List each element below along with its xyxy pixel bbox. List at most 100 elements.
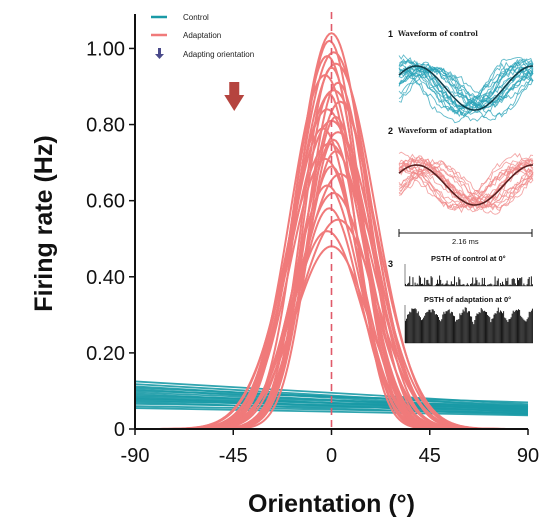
- psth-bar: [421, 284, 422, 286]
- psth-bar: [508, 285, 510, 286]
- psth-bar: [446, 311, 448, 343]
- psth-bar: [519, 278, 521, 286]
- psth-bar: [481, 309, 483, 343]
- psth-bar: [457, 285, 459, 286]
- psth-bar: [475, 277, 477, 286]
- psth-bar: [472, 321, 474, 343]
- psth-bar: [528, 277, 530, 286]
- psth-bar: [426, 280, 428, 286]
- psth-bar: [438, 317, 440, 343]
- psth-control-title: PSTH of control at 0°: [431, 254, 506, 263]
- psth-bar: [430, 312, 432, 343]
- inset-panel3-number: 3: [388, 259, 393, 269]
- adapting-orientation-arrow-icon: [224, 82, 245, 111]
- psth-bar: [418, 315, 420, 343]
- psth-bar: [451, 312, 453, 343]
- psth-bar: [476, 313, 478, 343]
- psth-bar: [423, 284, 425, 286]
- psth-bar: [449, 284, 451, 286]
- psth-bar: [497, 307, 499, 343]
- psth-bar: [514, 283, 516, 286]
- x-tick-label: 45: [419, 445, 441, 467]
- psth-bar: [496, 310, 498, 343]
- waveform-trace: [398, 66, 534, 117]
- y-tick-label: 0.80: [86, 115, 125, 137]
- psth-bar: [435, 314, 437, 343]
- psth-bar: [493, 314, 495, 343]
- psth-bar: [413, 308, 415, 343]
- psth-bar: [523, 319, 525, 343]
- psth-bar: [463, 284, 465, 286]
- psth-bar: [479, 285, 481, 286]
- y-tick-label: 0.60: [86, 191, 125, 213]
- y-axis-title: Firing rate (Hz): [30, 135, 58, 311]
- psth-bar: [473, 284, 475, 286]
- psth-bar: [498, 312, 500, 343]
- waveform-mean: [398, 65, 534, 111]
- y-tick-label: 0.40: [86, 267, 125, 289]
- psth-bar: [424, 277, 426, 286]
- psth-bar: [512, 278, 514, 286]
- psth-bar: [506, 281, 508, 286]
- psth-bar: [482, 284, 484, 286]
- psth-bar: [507, 277, 509, 286]
- psth-bar: [434, 285, 436, 286]
- x-tick-label: 0: [326, 445, 337, 467]
- psth-control-plot: [404, 264, 533, 287]
- psth-bar: [482, 311, 484, 343]
- psth-bar: [460, 284, 462, 286]
- psth-bar: [417, 311, 419, 343]
- psth-bar: [457, 319, 459, 343]
- psth-bar: [463, 311, 465, 343]
- psth-bar: [415, 284, 417, 286]
- psth-bar: [522, 318, 524, 343]
- psth-bar: [515, 309, 517, 343]
- psth-bar: [504, 317, 506, 343]
- waveform-trace: [398, 65, 534, 108]
- psth-bar: [456, 319, 458, 343]
- psth-bar: [411, 308, 413, 343]
- psth-bar: [407, 314, 409, 343]
- psth-bar: [477, 314, 479, 343]
- waveform-trace: [398, 163, 534, 215]
- inset-panel2-title: Waveform of adaptation: [397, 126, 492, 135]
- psth-bar: [443, 311, 445, 343]
- psth-adaptation-plot: [404, 305, 533, 344]
- psth-bar: [487, 314, 489, 343]
- psth-bar: [474, 320, 476, 343]
- psth-bar: [454, 276, 456, 286]
- psth-bar: [467, 284, 469, 286]
- psth-bar: [514, 310, 516, 343]
- psth-bar: [471, 283, 473, 286]
- psth-bar: [518, 280, 520, 286]
- waveform-mean: [398, 164, 534, 206]
- psth-bar: [517, 277, 518, 286]
- psth-bar: [485, 311, 486, 343]
- psth-bar: [527, 317, 529, 343]
- psth-bar: [409, 311, 411, 343]
- psth-bar: [419, 317, 421, 343]
- waveform-trace: [398, 168, 534, 211]
- psth-bar: [435, 283, 437, 286]
- psth-bar: [462, 309, 464, 343]
- psth-bar: [406, 318, 408, 343]
- psth-bar: [492, 318, 494, 343]
- psth-bar: [445, 283, 447, 286]
- psth-bar: [472, 277, 474, 286]
- psth-bar: [443, 284, 445, 286]
- psth-bar: [480, 307, 482, 343]
- psth-bar: [464, 307, 466, 343]
- psth-bar: [421, 320, 422, 343]
- psth-bar: [522, 285, 524, 286]
- psth-bar: [511, 279, 513, 286]
- psth-bar: [431, 277, 433, 286]
- psth-bar: [521, 317, 523, 343]
- psth-bar: [509, 318, 511, 343]
- psth-bar: [478, 312, 480, 343]
- psth-bar: [412, 277, 414, 286]
- psth-bar: [490, 322, 492, 343]
- axis-labels-layer: 0 0.20 0.40 0.60 0.80 1.00 -90 -45 0 45 90 Orientat…: [30, 14, 539, 518]
- psth-bar: [428, 309, 430, 343]
- psth-bar: [504, 285, 506, 286]
- psth-bar: [495, 284, 497, 286]
